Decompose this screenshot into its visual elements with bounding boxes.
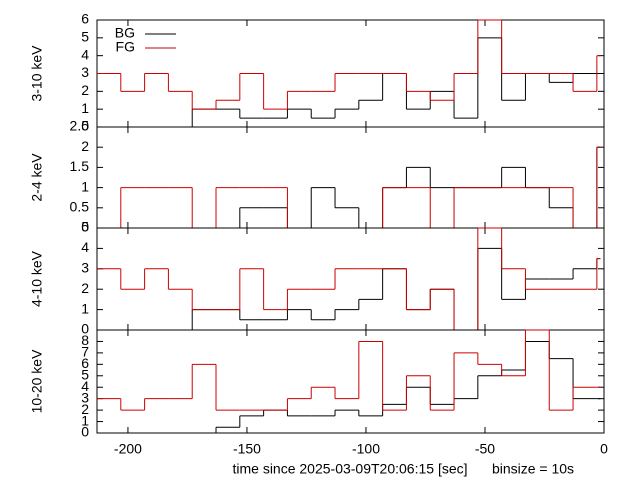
- y-tick-label: 1: [81, 100, 89, 116]
- y-tick-label: 2: [81, 401, 89, 417]
- y-tick-label: 5: [81, 366, 89, 382]
- y-tick-label: 0.5: [70, 199, 90, 215]
- y-tick-label: 3: [81, 64, 89, 80]
- y-axis-label: 4-10 keV: [29, 250, 45, 307]
- y-tick-label: 3: [81, 260, 89, 276]
- y-tick-label: 2: [81, 138, 89, 154]
- y-tick-label: 3: [81, 389, 89, 405]
- plot-frame: [96, 126, 605, 229]
- y-tick-label: 1.5: [70, 158, 90, 174]
- y-tick-label: 0: [81, 118, 89, 134]
- y-tick-label: 5: [81, 219, 89, 235]
- x-tick-label: -200: [114, 441, 142, 457]
- y-axis-label: 2-4 keV: [29, 153, 45, 202]
- y-tick-label: 2.5: [70, 118, 90, 134]
- y-tick-label: 4: [81, 46, 89, 62]
- x-tick-label: -50: [475, 441, 495, 457]
- y-tick-label: 1: [81, 412, 89, 428]
- y-axis-label: 10-20 keV: [29, 349, 45, 413]
- x-axis-label: time since 2025-03-09T20:06:15 [sec]: [232, 461, 467, 477]
- legend-label: BG: [115, 25, 135, 41]
- y-tick-label: 2: [81, 82, 89, 98]
- y-tick-label: 5: [81, 29, 89, 45]
- y-tick-label: 0: [81, 424, 89, 440]
- y-tick-label: 1: [81, 178, 89, 194]
- y-tick-label: 1: [81, 300, 89, 316]
- y-tick-label: 4: [81, 239, 89, 255]
- plot-frame: [96, 329, 605, 434]
- x-tick-label: -150: [233, 441, 261, 457]
- y-tick-label: 4: [81, 378, 89, 394]
- x-tick-label: -100: [352, 441, 380, 457]
- y-tick-label: 2: [81, 280, 89, 296]
- y-tick-label: 6: [81, 355, 89, 371]
- y-axis-label: 3-10 keV: [29, 45, 45, 102]
- legend-label: FG: [116, 39, 135, 55]
- y-tick-label: 6: [81, 11, 89, 27]
- y-tick-label: 0: [81, 219, 89, 235]
- y-tick-label: 0: [81, 321, 89, 337]
- x-tick-label: 0: [600, 441, 608, 457]
- annotation: binsize = 10s: [492, 461, 574, 477]
- y-tick-label: 8: [81, 332, 89, 348]
- y-tick-label: 7: [81, 344, 89, 360]
